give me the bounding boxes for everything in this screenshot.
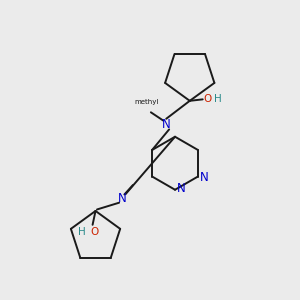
Text: N: N bbox=[162, 118, 171, 130]
Text: O: O bbox=[203, 94, 211, 104]
Text: H: H bbox=[78, 227, 86, 237]
Text: O: O bbox=[90, 227, 98, 237]
Text: N: N bbox=[118, 192, 126, 205]
Text: N: N bbox=[200, 172, 208, 184]
Text: N: N bbox=[176, 182, 185, 195]
Text: H: H bbox=[214, 94, 221, 104]
Text: methyl: methyl bbox=[134, 99, 159, 105]
